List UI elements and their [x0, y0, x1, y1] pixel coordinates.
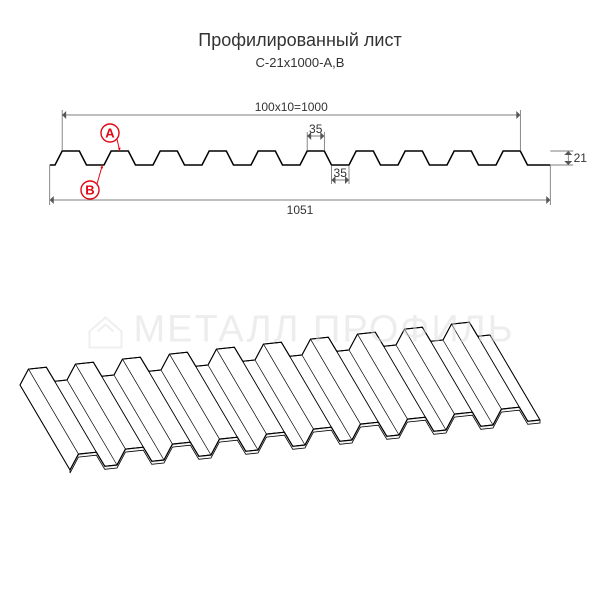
- cross-section-diagram: 100x10=1000 1051 35 35 21 A B: [0, 70, 600, 220]
- svg-text:A: A: [105, 126, 115, 141]
- isometric-view: [0, 280, 600, 500]
- svg-text:21: 21: [574, 151, 588, 165]
- page-title: Профилированный лист: [0, 30, 600, 51]
- svg-text:1051: 1051: [287, 203, 314, 217]
- svg-text:35: 35: [334, 166, 348, 180]
- page-subtitle: С-21х1000-А,В: [0, 55, 600, 70]
- svg-text:B: B: [85, 183, 94, 198]
- svg-text:35: 35: [309, 122, 323, 136]
- profile-path: [50, 151, 551, 165]
- svg-text:100x10=1000: 100x10=1000: [255, 100, 328, 114]
